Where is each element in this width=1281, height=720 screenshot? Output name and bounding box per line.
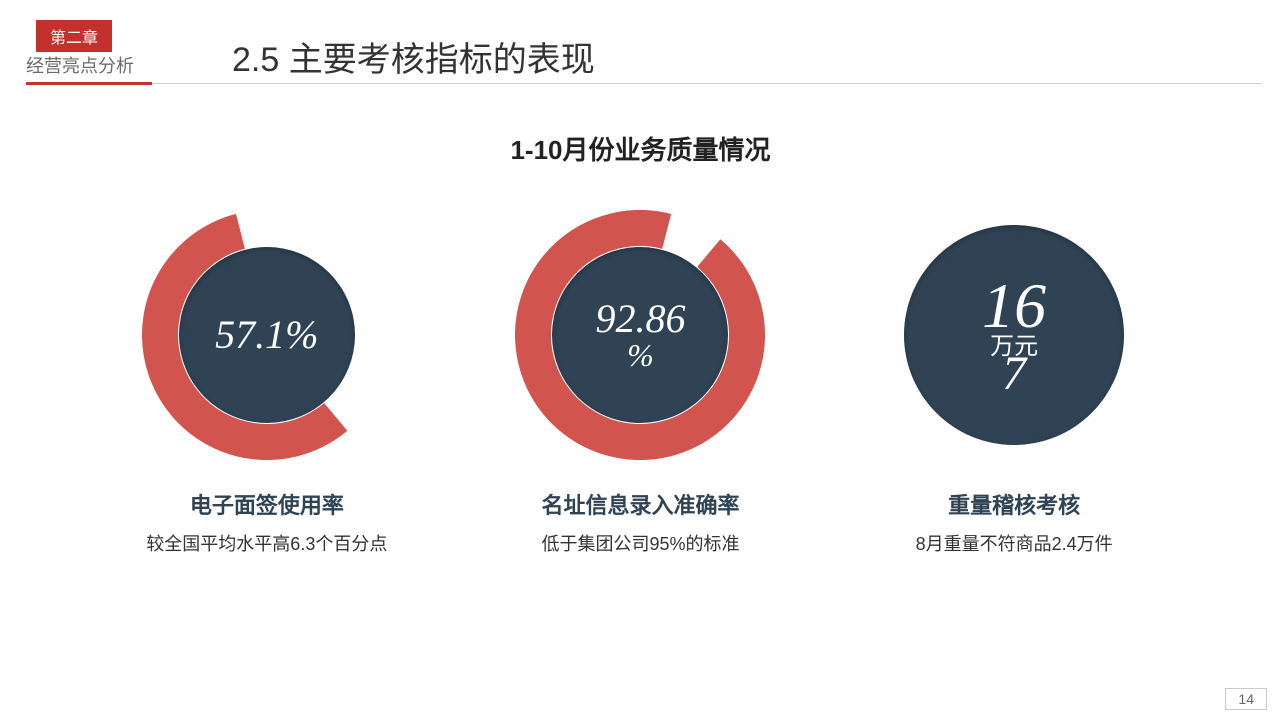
chapter-badge: 第二章 bbox=[36, 20, 112, 52]
full-inner-circle: 16 万元 7 bbox=[904, 225, 1124, 445]
page-number: 14 bbox=[1225, 688, 1267, 710]
metric-desc: 8月重量不符商品2.4万件 bbox=[916, 530, 1113, 556]
red-underline bbox=[26, 82, 152, 85]
title-rule bbox=[152, 83, 1261, 84]
metric-desc: 低于集团公司95%的标准 bbox=[541, 530, 739, 556]
metric-title: 电子面签使用率 bbox=[190, 488, 344, 520]
donut-chart: 92.86 % bbox=[515, 210, 765, 460]
section-title: 2.5 主要考核指标的表现 bbox=[232, 32, 595, 81]
chapter-subtitle: 经营亮点分析 bbox=[26, 52, 134, 84]
metric-title: 名址信息录入准确率 bbox=[541, 488, 739, 520]
full-circle-chart: 16 万元 7 bbox=[889, 210, 1139, 460]
donut-chart: 57.1% bbox=[142, 210, 392, 460]
sub-heading: 1-10月份业务质量情况 bbox=[0, 130, 1281, 167]
metric-value-sub: % bbox=[627, 339, 654, 371]
donut-inner-circle: 57.1% bbox=[179, 247, 355, 423]
metric-weight-audit: 16 万元 7 重量稽核考核 8月重量不符商品2.4万件 bbox=[844, 210, 1184, 556]
metric-address-accuracy: 92.86 % 名址信息录入准确率 低于集团公司95%的标准 bbox=[470, 210, 810, 556]
metric-desc: 较全国平均水平高6.3个百分点 bbox=[146, 530, 387, 556]
metric-value: 92.86 bbox=[595, 299, 685, 339]
metric-esign-rate: 57.1% 电子面签使用率 较全国平均水平高6.3个百分点 bbox=[97, 210, 437, 556]
metric-title: 重量稽核考核 bbox=[948, 488, 1080, 520]
metrics-row: 57.1% 电子面签使用率 较全国平均水平高6.3个百分点 92.86 % 名址… bbox=[0, 210, 1281, 556]
donut-inner-circle: 92.86 % bbox=[552, 247, 728, 423]
metric-value: 16 bbox=[982, 277, 1046, 335]
metric-value: 57.1% bbox=[215, 315, 318, 355]
metric-tail: 7 bbox=[1002, 355, 1026, 393]
